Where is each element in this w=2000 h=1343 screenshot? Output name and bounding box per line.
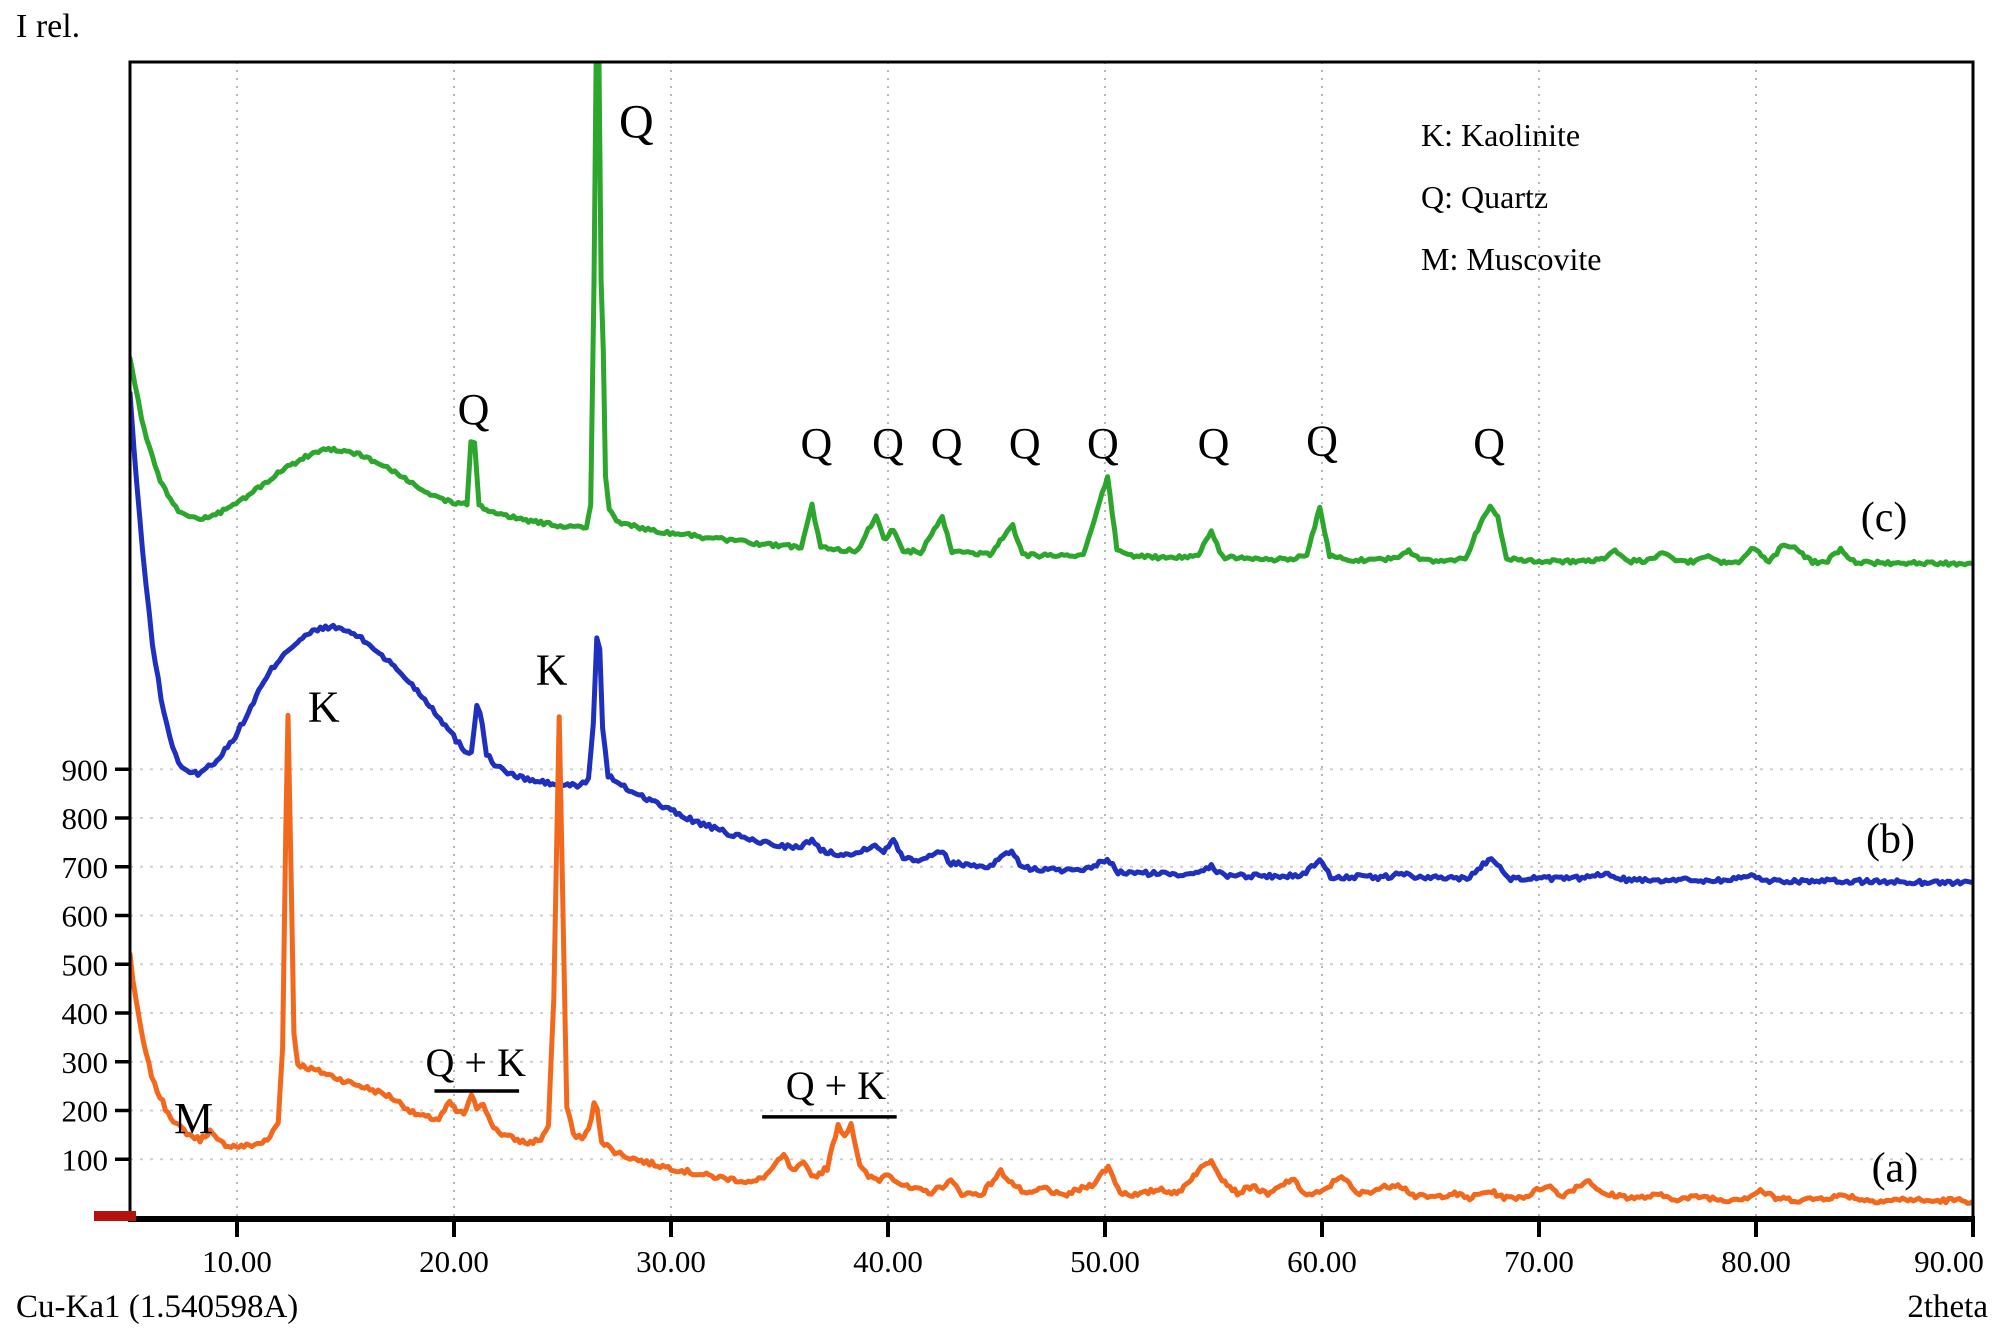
y-tick-label: 900	[62, 752, 109, 787]
y-tick-label: 400	[62, 996, 109, 1031]
peak-label-k: K	[536, 646, 568, 695]
peak-label-q: Q	[1198, 419, 1230, 468]
series-tag-a: (a)	[1872, 1146, 1919, 1192]
x-tick-label: 50.00	[1070, 1244, 1140, 1279]
legend-item-kaolinite: K: Kaolinite	[1421, 117, 1581, 153]
y-tick-label: 200	[62, 1094, 109, 1129]
radiation-label: Cu-Ka1 (1.540598A)	[16, 1289, 299, 1325]
x-tick-label: 70.00	[1504, 1244, 1574, 1279]
y-axis-title: I rel.	[16, 8, 81, 45]
plot-border	[128, 60, 1975, 1221]
y-tick-label: 600	[62, 899, 109, 934]
peak-label-q: Q	[1306, 417, 1338, 466]
peak-label-q: Q	[1009, 419, 1041, 468]
x-tick-label: 40.00	[853, 1244, 923, 1279]
peak-label-q: Q	[800, 419, 832, 468]
legend-item-muscovite: M: Muscovite	[1421, 241, 1602, 277]
legend: K: Kaolinite Q: Quartz M: Muscovite	[1421, 104, 1601, 290]
peak-label-q: Q	[872, 419, 904, 468]
y-tick-label: 500	[62, 947, 109, 982]
peak-label-q: Q	[931, 419, 963, 468]
peak-label-q: Q	[458, 385, 490, 434]
y-tick-label: 100	[62, 1142, 109, 1177]
x-tick-label: 80.00	[1721, 1244, 1791, 1279]
peak-label-q-plus-k: Q + K	[786, 1063, 886, 1108]
peak-label-k: K	[308, 682, 340, 731]
y-tick-label: 800	[62, 801, 109, 836]
x-axis-title: 2theta	[1907, 1289, 1988, 1325]
origin-marker	[94, 1211, 136, 1221]
legend-item-quartz: Q: Quartz	[1421, 179, 1549, 215]
series-tag-c: (c)	[1861, 495, 1908, 541]
y-tick-label: 300	[62, 1045, 109, 1080]
y-tick-label: 700	[62, 850, 109, 885]
peak-label-q: Q	[1473, 419, 1505, 468]
x-tick-label: 60.00	[1287, 1244, 1357, 1279]
peak-label-q-plus-k: Q + K	[426, 1040, 526, 1085]
series-c	[131, 63, 1972, 568]
x-tick-label: 30.00	[636, 1244, 706, 1279]
peak-label-m: M	[174, 1094, 213, 1143]
peak-label-q: Q	[1087, 419, 1119, 468]
x-tick-label: 90.00	[1914, 1244, 1984, 1279]
series-a	[131, 712, 1972, 1206]
peak-label-q: Q	[619, 96, 654, 149]
series-tag-b: (b)	[1866, 817, 1915, 863]
series-b	[131, 390, 1972, 888]
x-tick-label: 10.00	[202, 1244, 272, 1279]
x-tick-label: 20.00	[419, 1244, 489, 1279]
